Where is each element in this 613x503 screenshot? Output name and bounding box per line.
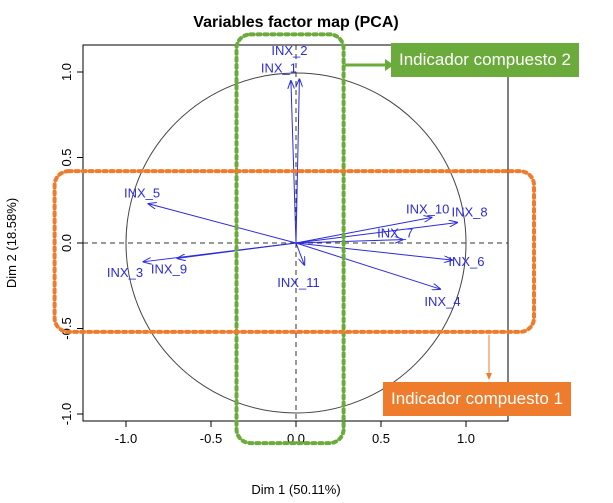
arrow-inx-4: [295, 242, 441, 289]
y-axis: -1.0 -0.5 0.0 0.5 1.0: [59, 63, 83, 425]
highlight-regions: [52, 32, 536, 446]
label-inx-1: INX_1: [261, 61, 297, 76]
highlight-region-2: [52, 169, 536, 334]
arrow-inx-8: [295, 222, 458, 244]
label-inx-9: INX_9: [151, 261, 187, 276]
arrow-inx-2: [295, 79, 299, 244]
label-inx-7: INX_7: [377, 226, 413, 241]
unit-circle: [125, 72, 467, 414]
label-inx-4: INX_4: [424, 294, 460, 309]
arrow-inx-5: [148, 204, 297, 244]
label-inx-8: INX_8: [452, 204, 488, 219]
x-axis-label: Dim 1 (50.11%): [251, 482, 340, 497]
x-tick-label: 0.5: [372, 431, 390, 446]
variable-labels: INX_1 INX_2 INX_3 INX_4 INX_5 INX_6 INX_7 INX_8…: [107, 43, 488, 309]
arrow-inx-11: [295, 242, 305, 265]
arrow-inx-7: [295, 240, 403, 244]
green-connector-arrowhead: [385, 59, 394, 71]
label-inx-5: INX_5: [124, 186, 160, 201]
orange-connector-arrowhead: [486, 373, 492, 380]
y-tick-label: 0.5: [59, 148, 74, 166]
variable-arrows: [143, 79, 458, 289]
x-tick-label: 1.0: [457, 431, 475, 446]
x-tick-label: -1.0: [115, 431, 137, 446]
arrow-inx-10: [295, 217, 432, 244]
y-tick-label: -1.0: [59, 403, 74, 425]
label-inx-3: INX_3: [107, 265, 143, 280]
y-tick-label: -0.5: [59, 317, 74, 339]
callout-connectors: [345, 59, 492, 380]
y-axis-label: Dim 2 (18.58%): [4, 198, 19, 288]
y-tick-label: 1.0: [59, 63, 74, 81]
callout-indicador-compuesto-1: Indicador compuesto 1: [383, 382, 571, 416]
arrow-inx-6: [295, 242, 452, 260]
label-inx-11: INX_11: [277, 275, 319, 290]
label-inx-10: INX_10: [406, 201, 449, 216]
chart-title: Variables factor map (PCA): [193, 14, 398, 31]
highlight-region-1: [234, 32, 346, 446]
arrow-inx-1: [291, 81, 297, 244]
label-inx-2: INX_2: [271, 43, 307, 58]
callout-indicador-compuesto-2: Indicador compuesto 2: [391, 43, 579, 77]
reference-lines: [83, 45, 508, 421]
y-tick-label: 0.0: [59, 234, 74, 252]
x-tick-label: -0.5: [200, 431, 222, 446]
label-inx-6: INX_6: [448, 254, 484, 269]
